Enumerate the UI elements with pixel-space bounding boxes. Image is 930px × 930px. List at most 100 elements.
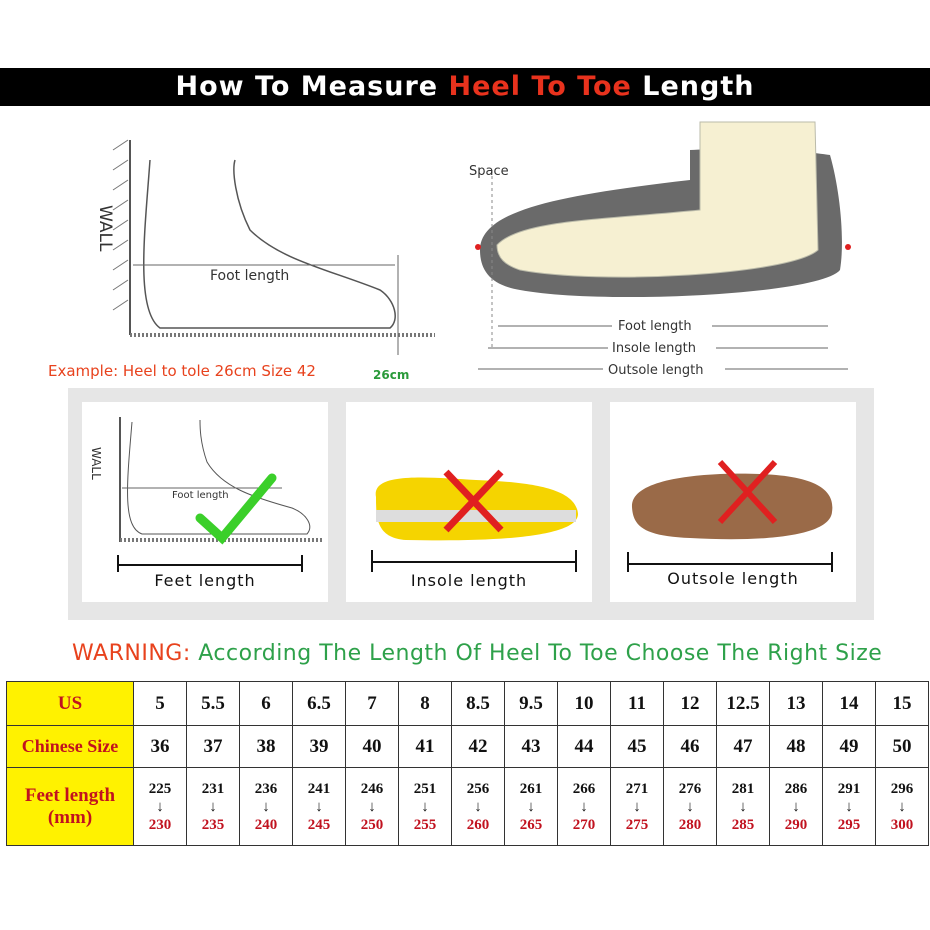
length-to: 245 (307, 816, 331, 833)
arrow-down-icon: ↓ (633, 798, 641, 815)
cross-icon (717, 459, 778, 525)
card-insole-length: Insole length (346, 402, 592, 602)
feet-length-header: Feet length (mm) (6, 767, 134, 846)
feet-length-cell: 261 ↓ 265 (504, 767, 558, 846)
length-from: 276 (678, 780, 702, 797)
title-part1: How To Measure (175, 71, 449, 102)
us-size-cell: 13 (769, 681, 823, 726)
length-to: 280 (678, 816, 702, 833)
check-icon (195, 473, 277, 545)
length-from: 256 (466, 780, 490, 797)
chinese-size-row: Chinese Size 36 37 38 39 40 41 42 43 44 45 46 47 48 49… (6, 725, 929, 768)
chinese-size-cell: 43 (504, 725, 558, 768)
length-to: 275 (625, 816, 649, 833)
feet-length-cell: 266 ↓ 270 (557, 767, 611, 846)
chinese-size-cell: 41 (398, 725, 452, 768)
arrow-down-icon: ↓ (527, 798, 535, 815)
chinese-size-cell: 36 (133, 725, 187, 768)
us-size-cell: 14 (822, 681, 876, 726)
arrow-down-icon: ↓ (262, 798, 270, 815)
arrow-down-icon: ↓ (898, 798, 906, 815)
length-from: 241 (307, 780, 331, 797)
title-highlight: Heel To Toe (448, 71, 632, 102)
length-from: 296 (890, 780, 914, 797)
feet-length-cell: 286 ↓ 290 (769, 767, 823, 846)
us-row: US 5 5.5 6 6.5 7 8 8.5 9.5 10 11 12 12.5 13 14 15 (6, 681, 929, 726)
arrow-down-icon: ↓ (686, 798, 694, 815)
feet-length-header-text: Feet length (24, 784, 116, 806)
length-to: 230 (148, 816, 172, 833)
us-size-cell: 8 (398, 681, 452, 726)
wall-label-small: WALL (89, 447, 103, 480)
us-size-cell: 7 (345, 681, 399, 726)
arrow-down-icon: ↓ (156, 798, 164, 815)
length-from: 236 (254, 780, 278, 797)
chinese-size-cell: 49 (822, 725, 876, 768)
us-size-cell: 5.5 (186, 681, 240, 726)
us-size-cell: 12 (663, 681, 717, 726)
foot-check-illustration: WALL Foot length (89, 417, 322, 575)
us-size-cell: 12.5 (716, 681, 770, 726)
feet-length-cell: 236 ↓ 240 (239, 767, 293, 846)
space-label: Space (469, 164, 509, 179)
us-size-cell: 6.5 (292, 681, 346, 726)
insole-cross-illustration (371, 469, 578, 574)
chinese-size-cell: 40 (345, 725, 399, 768)
length-from: 225 (148, 780, 172, 797)
wall-foot-diagram (112, 139, 435, 355)
length-from: 231 (201, 780, 225, 797)
us-size-cell: 10 (557, 681, 611, 726)
chinese-size-cell: 38 (239, 725, 293, 768)
feet-length-caption: Feet length (154, 571, 256, 590)
title-part2: Length (631, 71, 755, 102)
length-to: 235 (201, 816, 225, 833)
us-size-cell: 8.5 (451, 681, 505, 726)
length-to: 240 (254, 816, 278, 833)
chinese-size-cell: 44 (557, 725, 611, 768)
foot-length-label-2: Foot length (618, 319, 692, 334)
unit-label: (mm) (47, 806, 93, 828)
arrow-down-icon: ↓ (368, 798, 376, 815)
feet-length-cell: 281 ↓ 285 (716, 767, 770, 846)
foot-length-small: Foot length (172, 490, 229, 501)
length-from: 281 (731, 780, 755, 797)
warning-label: WARNING: (72, 641, 191, 666)
feet-length-cell: 225 ↓ 230 (133, 767, 187, 846)
arrow-down-icon: ↓ (739, 798, 747, 815)
cross-icon (443, 469, 504, 533)
cm-label: 26cm (373, 368, 410, 382)
length-from: 291 (837, 780, 861, 797)
outsole-cross-illustration (627, 459, 833, 576)
chinese-size-cell: 48 (769, 725, 823, 768)
chinese-size-cell: 39 (292, 725, 346, 768)
card-outsole-length: Outsole length (610, 402, 856, 602)
arrow-down-icon: ↓ (209, 798, 217, 815)
chinese-size-cell: 42 (451, 725, 505, 768)
outsole-length-caption: Outsole length (667, 569, 799, 588)
feet-length-cell: 276 ↓ 280 (663, 767, 717, 846)
length-from: 286 (784, 780, 808, 797)
us-size-cell: 6 (239, 681, 293, 726)
length-to: 285 (731, 816, 755, 833)
chinese-size-header: Chinese Size (6, 725, 134, 768)
arrow-down-icon: ↓ (315, 798, 323, 815)
insole-length-caption: Insole length (410, 571, 528, 590)
feet-length-cell: 231 ↓ 235 (186, 767, 240, 846)
length-to: 260 (466, 816, 490, 833)
length-to: 290 (784, 816, 808, 833)
length-from: 251 (413, 780, 437, 797)
feet-length-cell: 246 ↓ 250 (345, 767, 399, 846)
example-text: Example: Heel to tole 26cm Size 42 (48, 362, 316, 380)
length-to: 270 (572, 816, 596, 833)
outsole-length-label: Outsole length (608, 363, 703, 378)
length-to: 300 (890, 816, 914, 833)
arrow-down-icon: ↓ (474, 798, 482, 815)
length-from: 271 (625, 780, 649, 797)
feet-length-row: Feet length (mm) 225 ↓ 230 231 ↓ 235 236 ↓ 240 241 ↓… (6, 767, 929, 846)
feet-length-cell: 256 ↓ 260 (451, 767, 505, 846)
length-from: 266 (572, 780, 596, 797)
card-feet-length: WALL Foot length Feet length (82, 402, 328, 602)
chinese-size-cell: 50 (875, 725, 929, 768)
chinese-size-cell: 45 (610, 725, 664, 768)
